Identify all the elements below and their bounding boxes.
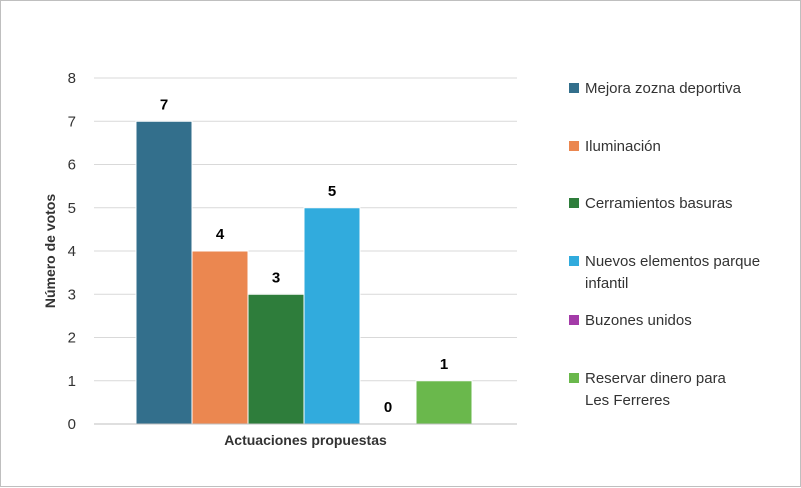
legend: Mejora zozna deportiva Iluminación Cerrami… <box>569 80 760 409</box>
data-label: 7 <box>160 96 168 113</box>
y-tick-label: 6 <box>68 157 76 174</box>
legend-label: Reservar dinero para Les Ferreres <box>585 370 727 409</box>
legend-label: Mejora zozna deportiva <box>585 80 742 97</box>
y-tick-label: 2 <box>68 330 76 347</box>
data-label: 0 <box>384 399 392 416</box>
data-labels: 7 4 3 5 0 1 <box>160 96 448 416</box>
y-tick-label: 7 <box>68 113 76 130</box>
legend-label: Buzones unidos <box>585 312 692 329</box>
legend-swatch <box>569 198 579 208</box>
legend-label: Nuevos elementos parque infantil <box>585 253 760 292</box>
bar <box>135 120 193 425</box>
bar <box>303 207 361 425</box>
y-tick-label: 5 <box>68 200 76 217</box>
data-label: 3 <box>272 269 280 286</box>
data-label: 1 <box>440 356 448 373</box>
y-axis-title: Número de votos <box>42 194 58 309</box>
data-label: 4 <box>216 226 225 243</box>
bar <box>415 380 473 425</box>
y-axis-ticks: 0 1 2 3 4 5 6 7 8 <box>68 70 76 433</box>
legend-swatch <box>569 315 579 325</box>
y-tick-label: 0 <box>68 416 76 433</box>
legend-swatch <box>569 141 579 151</box>
legend-swatch <box>569 83 579 93</box>
legend-swatch <box>569 256 579 266</box>
x-axis-title: Actuaciones propuestas <box>224 432 387 448</box>
bar <box>191 250 249 425</box>
bars <box>135 120 473 425</box>
y-tick-label: 3 <box>68 286 76 303</box>
data-label: 5 <box>328 183 336 200</box>
legend-label: Cerramientos basuras <box>585 195 733 212</box>
y-tick-label: 1 <box>68 373 76 390</box>
legend-label: Iluminación <box>585 138 661 155</box>
legend-swatch <box>569 373 579 383</box>
bar <box>247 293 305 425</box>
y-tick-label: 4 <box>68 243 76 260</box>
y-tick-label: 8 <box>68 70 76 87</box>
